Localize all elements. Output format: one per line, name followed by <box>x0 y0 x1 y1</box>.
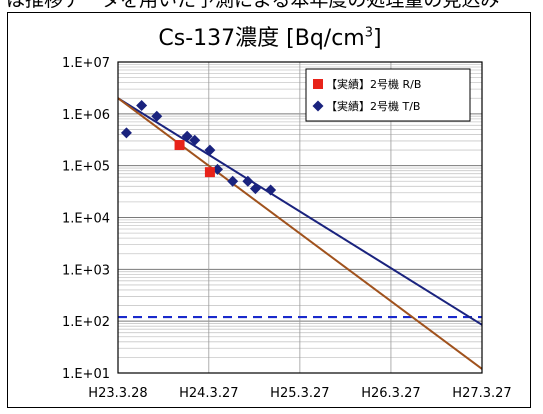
x-tick-label: H27.3.27 <box>452 386 511 401</box>
plot-border <box>117 61 483 374</box>
y-tick-label: 1.E+03 <box>62 263 110 278</box>
data-point <box>242 175 254 187</box>
cropped-banner-text: は推移データを用いた予測による本年度の処理量の見込み <box>0 0 543 11</box>
data-point <box>265 184 277 196</box>
banner-text: は推移データを用いた予測による本年度の処理量の見込み <box>6 0 500 11</box>
x-tick-label: H25.3.27 <box>270 386 329 401</box>
legend-box <box>305 68 471 122</box>
legend-marker <box>313 79 323 89</box>
data-point <box>151 110 163 122</box>
chart-frame <box>7 12 531 408</box>
y-tick-label: 1.E+05 <box>62 160 110 175</box>
x-tick-label: H24.3.27 <box>179 386 238 401</box>
legend-label: 【実績】2号機 R/B <box>326 77 421 91</box>
data-point <box>204 144 216 156</box>
chart-title-superscript: 3 <box>364 25 373 41</box>
legend-label: 【実績】2号機 T/B <box>326 99 420 113</box>
data-point <box>204 167 215 178</box>
legend-marker <box>312 100 324 112</box>
data-point <box>189 134 201 146</box>
chart-title-close: ] <box>373 26 382 51</box>
plot-area: 1.E+07 1.E+06 1.E+05 1.E+04 1.E+03 1.E+02 1.E+… <box>62 56 512 401</box>
y-tick-label: 1.E+06 <box>62 108 110 123</box>
data-point <box>174 140 185 151</box>
data-point <box>136 99 148 111</box>
data-point <box>120 127 132 139</box>
y-tick-label: 1.E+07 <box>62 56 110 71</box>
y-tick-label: 1.E+02 <box>62 315 110 330</box>
data-point <box>227 175 239 187</box>
x-tick-label: H23.3.28 <box>88 386 147 401</box>
y-tick-label: 1.E+01 <box>62 367 110 382</box>
chart-title: Cs-137濃度 [Bq/cm3] <box>30 20 510 52</box>
data-point <box>249 183 261 195</box>
chart-title-main: Cs-137濃度 [Bq/cm <box>158 26 365 51</box>
y-tick-label: 1.E+04 <box>62 212 110 227</box>
trend-line <box>117 97 483 326</box>
data-point <box>181 130 193 142</box>
x-tick-label: H26.3.27 <box>361 386 420 401</box>
